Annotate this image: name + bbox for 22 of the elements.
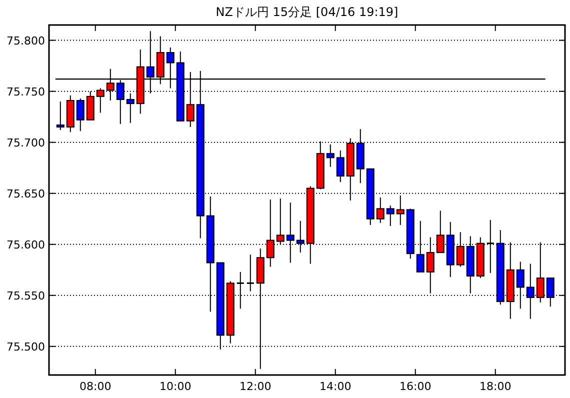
y-tick-label: 75.750	[6, 85, 45, 98]
y-tick-label: 75.800	[6, 34, 45, 48]
candlestick	[336, 150, 344, 183]
candlestick	[516, 261, 524, 310]
candlestick	[76, 98, 84, 132]
candlestick	[376, 196, 384, 224]
candlestick	[386, 205, 394, 227]
y-tick-label: 75.600	[6, 238, 45, 252]
x-tick-label: 18:00	[480, 380, 512, 393]
x-tick-label: 12:00	[240, 380, 272, 393]
y-tick-label: 75.700	[6, 136, 45, 150]
x-tick-label: 16:00	[400, 380, 432, 393]
y-tick-label: 75.500	[6, 340, 45, 354]
x-tick-label: 08:00	[80, 380, 112, 393]
candlestick	[326, 144, 334, 168]
y-tick-label: 75.650	[6, 187, 45, 200]
x-tick-label: 14:00	[320, 380, 352, 393]
x-tick-label: 10:00	[160, 380, 192, 393]
candlestick	[246, 254, 255, 292]
chart-title: NZドル円 15分足 [04/16 19:19]	[216, 5, 398, 19]
candlestick	[56, 101, 64, 131]
y-tick-label: 75.550	[6, 289, 45, 302]
